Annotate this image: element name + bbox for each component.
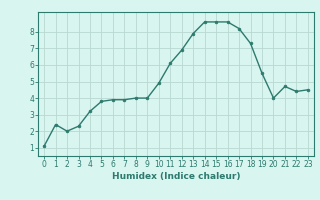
X-axis label: Humidex (Indice chaleur): Humidex (Indice chaleur)	[112, 172, 240, 181]
